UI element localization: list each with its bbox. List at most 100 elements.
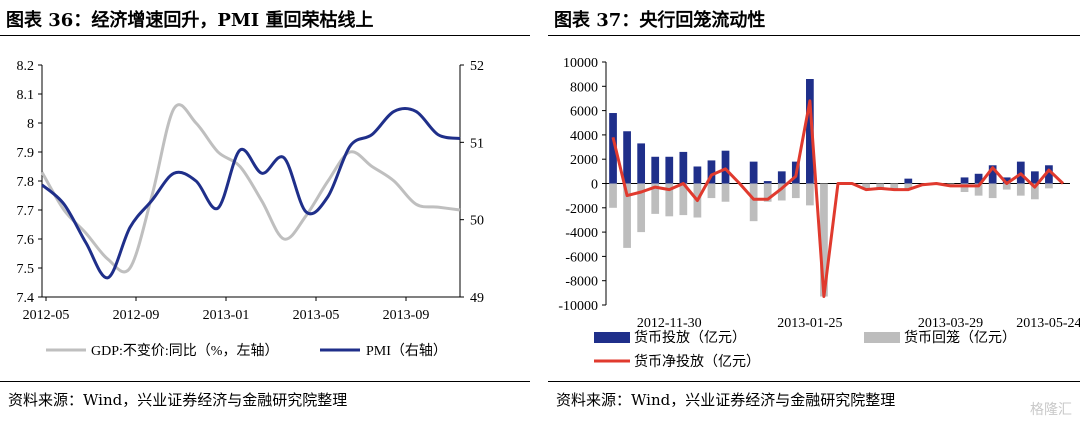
liquidity-chart: 10000 8000 6000 4000 2000 0 -2000 -4000 -6000 -80… xyxy=(558,56,1080,370)
withdraw-bar xyxy=(791,183,800,199)
issue-bar xyxy=(623,131,631,184)
x-tick-label: 2013-01-25 xyxy=(777,316,842,331)
y-tick-label: 0 xyxy=(591,178,598,193)
x-tick-label: 2013-05 xyxy=(293,308,340,323)
x-tick-label: 2012-11-30 xyxy=(637,316,702,331)
x-tick-label: 2013-09 xyxy=(383,308,430,323)
withdraw-bar xyxy=(876,183,885,189)
withdraw-bar xyxy=(1002,183,1011,190)
withdraw-bar xyxy=(721,183,730,202)
right-y-tick-label: 49 xyxy=(470,291,484,306)
pmi-series-line xyxy=(41,106,461,280)
x-tick-label: 2012-05 xyxy=(23,308,70,323)
gdp-series-line xyxy=(40,103,461,274)
withdraw-bar xyxy=(763,183,772,202)
issue-bar xyxy=(763,181,772,184)
gdp-pmi-panel: 图表 36：经济增速回升，PMI 重回荣枯线上 7.4 7.5 7.6 7.7 7.8 7… xyxy=(0,0,530,425)
issue-bar xyxy=(651,156,660,184)
right-y-tick-label: 50 xyxy=(470,214,484,229)
issue-bar xyxy=(749,161,758,184)
right-chart-title: 图表 37：央行回笼流动性 xyxy=(554,10,766,31)
left-title-rule xyxy=(0,35,530,36)
y-tick-label: 6000 xyxy=(570,105,598,120)
withdraw-bar xyxy=(974,183,983,196)
withdraw-bar xyxy=(637,183,646,233)
issue-bar xyxy=(693,166,702,184)
legend-issue-label: 货币投放（亿元） xyxy=(634,329,746,346)
legend-issue-swatch xyxy=(594,332,630,343)
withdraw-bar xyxy=(651,183,660,214)
withdraw-bar xyxy=(904,183,913,190)
net-series-line xyxy=(611,99,1065,298)
issue-bar xyxy=(707,160,716,184)
left-y-tick-label: 8.1 xyxy=(17,88,35,103)
withdraw-bar xyxy=(623,183,631,248)
gdp-pmi-chart: 7.4 7.5 7.6 7.7 7.8 7.9 8 8.1 8.2 49 50 51 52 2012-05… xyxy=(17,59,485,359)
withdraw-bar xyxy=(890,183,899,190)
right-y-tick-label: 51 xyxy=(470,136,484,151)
y-tick-label: 4000 xyxy=(570,129,598,144)
y-tick-label: 10000 xyxy=(563,56,598,71)
x-tick-label: 2012-09 xyxy=(113,308,160,323)
right-source-rule xyxy=(548,381,1080,382)
withdraw-bar xyxy=(777,183,786,201)
issue-bar xyxy=(1045,165,1053,184)
issue-bar xyxy=(904,178,913,184)
withdraw-bar xyxy=(665,183,674,217)
issue-bar xyxy=(1030,171,1039,184)
issue-bar xyxy=(974,173,983,184)
left-y-tick-label: 7.9 xyxy=(17,146,35,161)
left-y-tick-label: 7.7 xyxy=(17,204,35,219)
withdraw-bar xyxy=(1045,183,1053,189)
issue-bar xyxy=(1002,177,1011,184)
issue-bar xyxy=(609,113,617,184)
left-y-tick-label: 7.8 xyxy=(17,175,35,190)
legend-withdraw-swatch xyxy=(864,332,900,343)
y-tick-label: -6000 xyxy=(565,250,598,265)
withdraw-bar xyxy=(820,183,828,297)
y-tick-label: -10000 xyxy=(558,299,598,314)
x-tick-label: 2013-01 xyxy=(203,308,250,323)
withdraw-bar xyxy=(749,183,758,222)
withdraw-bar xyxy=(862,183,870,190)
issue-bar xyxy=(960,177,969,184)
left-y-tick-label: 7.6 xyxy=(17,233,35,248)
withdraw-bar xyxy=(988,183,997,199)
left-y-tick-label: 7.5 xyxy=(17,262,35,277)
right-title-rule xyxy=(548,35,1080,36)
right-y-tick-label: 52 xyxy=(470,59,484,74)
withdraw-bar xyxy=(609,183,617,208)
liquidity-panel: 图表 37：央行回笼流动性 10000 8000 6000 4000 2000 0 -200… xyxy=(548,0,1080,425)
legend-withdraw-label: 货币回笼（亿元） xyxy=(904,329,1016,346)
x-tick-label: 2013-03-29 xyxy=(918,316,983,331)
legend-pmi-label: PMI（右轴） xyxy=(366,343,447,359)
issue-bar xyxy=(988,165,997,184)
issue-bar xyxy=(721,150,730,184)
withdraw-bar xyxy=(960,183,969,193)
left-y-tick-label: 7.4 xyxy=(17,291,35,306)
withdraw-bar xyxy=(679,183,688,216)
y-tick-label: -8000 xyxy=(565,275,598,290)
y-tick-label: -4000 xyxy=(565,226,598,241)
legend-net-label: 货币净投放（亿元） xyxy=(634,353,760,370)
withdraw-bar xyxy=(806,183,814,206)
issue-bar xyxy=(665,156,674,184)
x-tick-label: 2013-05-24 xyxy=(1016,316,1080,331)
withdraw-bar xyxy=(1016,183,1025,196)
left-source-rule xyxy=(0,381,530,382)
legend-gdp-label: GDP:不变价:同比（%，左轴） xyxy=(91,343,278,359)
issue-bar xyxy=(806,79,814,184)
issue-bar xyxy=(777,171,786,184)
right-source-note: 资料来源：Wind，兴业证券经济与金融研究院整理 xyxy=(556,391,896,409)
withdraw-bar xyxy=(707,183,716,199)
withdraw-bar xyxy=(1030,183,1039,200)
left-y-tick-label: 8.2 xyxy=(17,59,35,74)
y-tick-label: 8000 xyxy=(570,80,598,95)
left-y-tick-label: 8 xyxy=(27,117,34,132)
issue-bar xyxy=(637,143,646,184)
y-tick-label: -2000 xyxy=(565,202,598,217)
issue-bar xyxy=(679,151,688,184)
watermark-text: 格隆汇 xyxy=(1030,402,1072,418)
left-source-note: 资料来源：Wind，兴业证券经济与金融研究院整理 xyxy=(8,391,348,409)
left-chart-title: 图表 36：经济增速回升，PMI 重回荣枯线上 xyxy=(6,10,374,31)
